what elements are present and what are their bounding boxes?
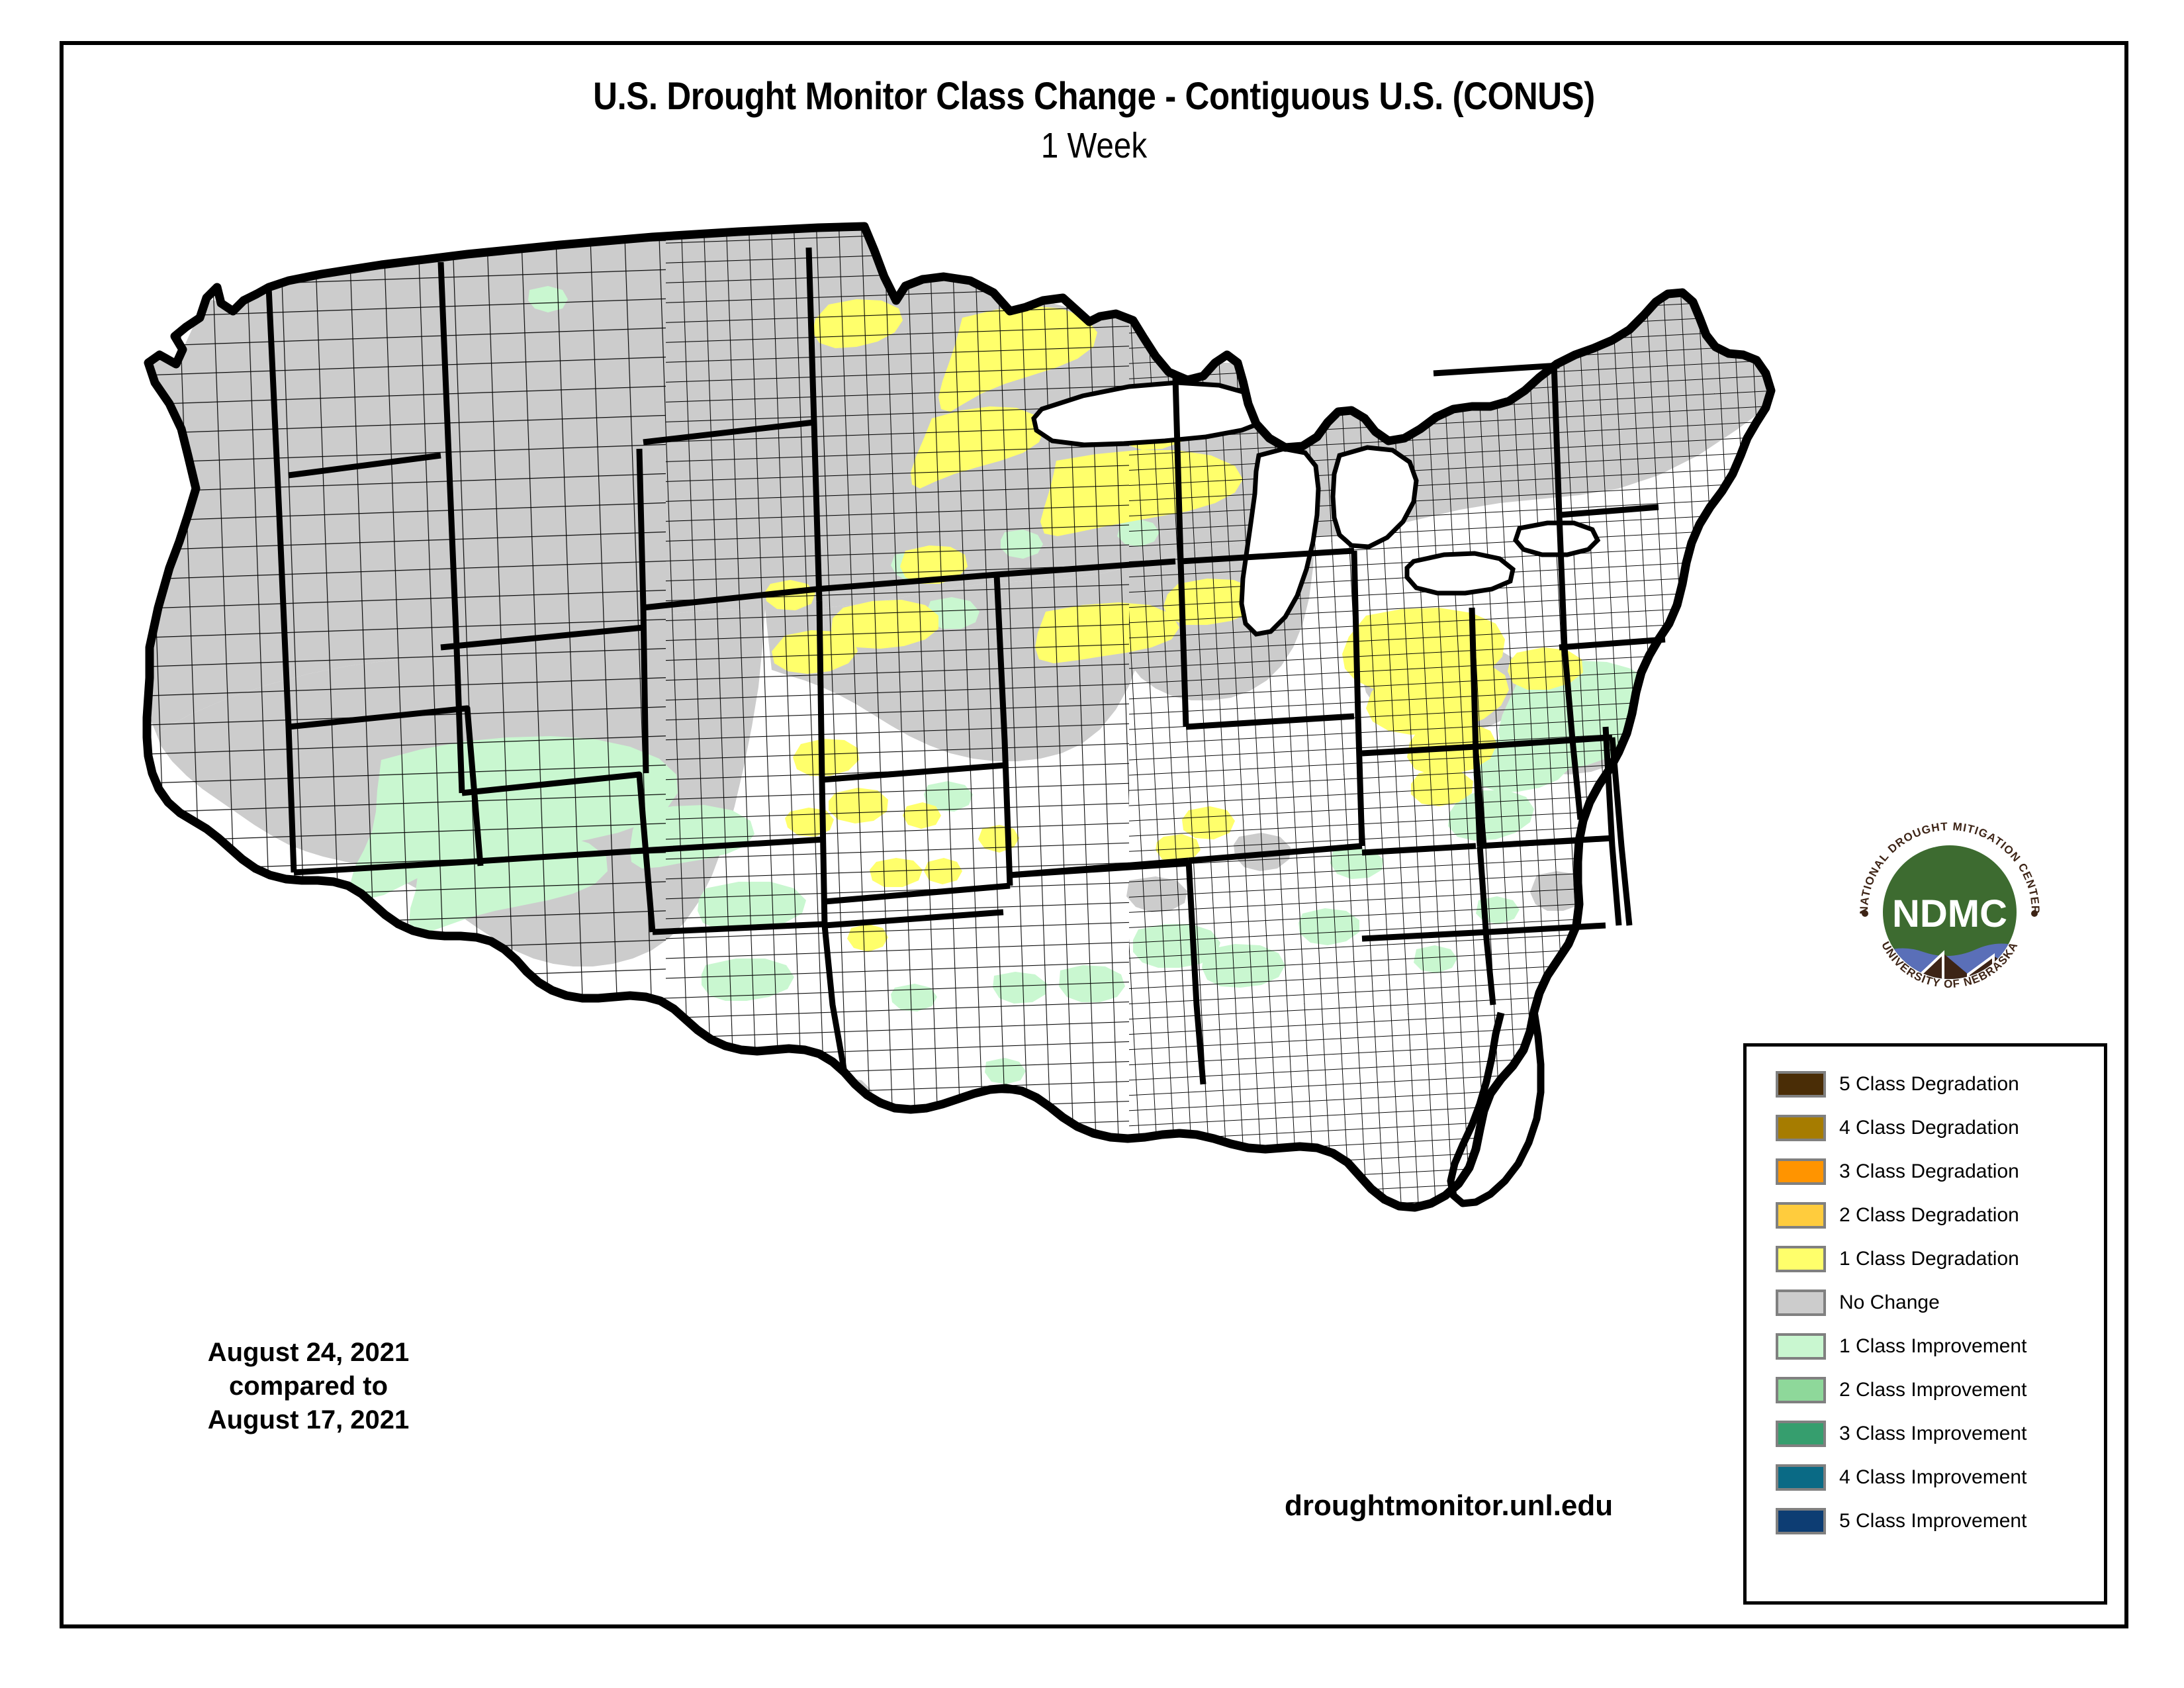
legend-label: 4 Class Degradation xyxy=(1839,1117,2019,1139)
legend-swatch xyxy=(1776,1421,1826,1447)
legend-row[interactable]: 3 Class Degradation xyxy=(1747,1150,2104,1194)
legend-label: 4 Class Improvement xyxy=(1839,1466,2027,1488)
legend: 5 Class Degradation 4 Class Degradation 3 … xyxy=(1743,1043,2107,1605)
legend-row[interactable]: 1 Class Degradation xyxy=(1747,1237,2104,1281)
legend-label: 2 Class Improvement xyxy=(1839,1379,2027,1401)
ndmc-logo: NDMC NATIONAL DROUGHT MITIGATION CENTER … xyxy=(1850,813,2049,1011)
legend-label: 5 Class Degradation xyxy=(1839,1073,2019,1095)
legend-row[interactable]: 4 Class Improvement xyxy=(1747,1456,2104,1499)
legend-row[interactable]: 5 Class Improvement xyxy=(1747,1499,2104,1543)
great-lakes xyxy=(1031,380,1601,637)
source-url[interactable]: droughtmonitor.unl.edu xyxy=(1285,1489,1614,1522)
conus-coastline xyxy=(142,222,1776,1212)
legend-row[interactable]: 1 Class Improvement xyxy=(1747,1325,2104,1368)
logo-mountain-facets xyxy=(1918,950,1995,979)
comparison-date-caption: August 24, 2021 compared to August 17, 2… xyxy=(136,1336,480,1438)
florida-outline xyxy=(1447,1011,1545,1207)
legend-row[interactable]: 5 Class Degradation xyxy=(1747,1062,2104,1106)
caption-line-1: August 24, 2021 xyxy=(207,1338,410,1367)
legend-row[interactable]: No Change xyxy=(1747,1281,2104,1325)
legend-swatch xyxy=(1776,1464,1826,1491)
legend-label: 3 Class Improvement xyxy=(1839,1423,2027,1444)
legend-swatch xyxy=(1776,1289,1826,1316)
legend-label: 5 Class Improvement xyxy=(1839,1510,2027,1532)
legend-label: 3 Class Degradation xyxy=(1839,1160,2019,1182)
legend-swatch xyxy=(1776,1377,1826,1403)
legend-swatch xyxy=(1776,1115,1826,1141)
legend-swatch xyxy=(1776,1333,1826,1360)
legend-swatch xyxy=(1776,1246,1826,1272)
page-subtitle: 1 Week xyxy=(1040,126,1148,165)
map-landmass xyxy=(142,222,1776,1212)
legend-swatch xyxy=(1776,1508,1826,1534)
page-title: U.S. Drought Monitor Class Change - Cont… xyxy=(593,75,1595,118)
logo-acronym: NDMC xyxy=(1892,892,2007,935)
map-svg xyxy=(142,222,1776,1212)
caption-line-3: August 17, 2021 xyxy=(207,1405,410,1435)
state-boundaries xyxy=(265,247,1666,1141)
legend-label: 2 Class Degradation xyxy=(1839,1204,2019,1226)
logo-right-dot xyxy=(2031,910,2038,917)
map-frame: U.S. Drought Monitor Class Change - Cont… xyxy=(60,41,2128,1628)
logo-circle xyxy=(1883,845,2017,979)
ndmc-logo-svg: NDMC NATIONAL DROUGHT MITIGATION CENTER … xyxy=(1858,820,2041,990)
legend-row[interactable]: 4 Class Degradation xyxy=(1747,1106,2104,1150)
legend-label: No Change xyxy=(1839,1291,1940,1313)
legend-swatch xyxy=(1776,1071,1826,1098)
conus-drought-class-change-map[interactable] xyxy=(70,144,1804,1336)
legend-row[interactable]: 3 Class Improvement xyxy=(1747,1412,2104,1456)
legend-swatch xyxy=(1776,1202,1826,1229)
title-block: U.S. Drought Monitor Class Change - Cont… xyxy=(64,74,2124,166)
legend-row[interactable]: 2 Class Improvement xyxy=(1747,1368,2104,1412)
legend-swatch xyxy=(1776,1158,1826,1185)
legend-label: 1 Class Improvement xyxy=(1839,1335,2027,1357)
logo-left-dot xyxy=(1862,910,1868,917)
legend-row[interactable]: 2 Class Degradation xyxy=(1747,1194,2104,1237)
legend-label: 1 Class Degradation xyxy=(1839,1248,2019,1270)
caption-line-2: compared to xyxy=(228,1372,388,1401)
